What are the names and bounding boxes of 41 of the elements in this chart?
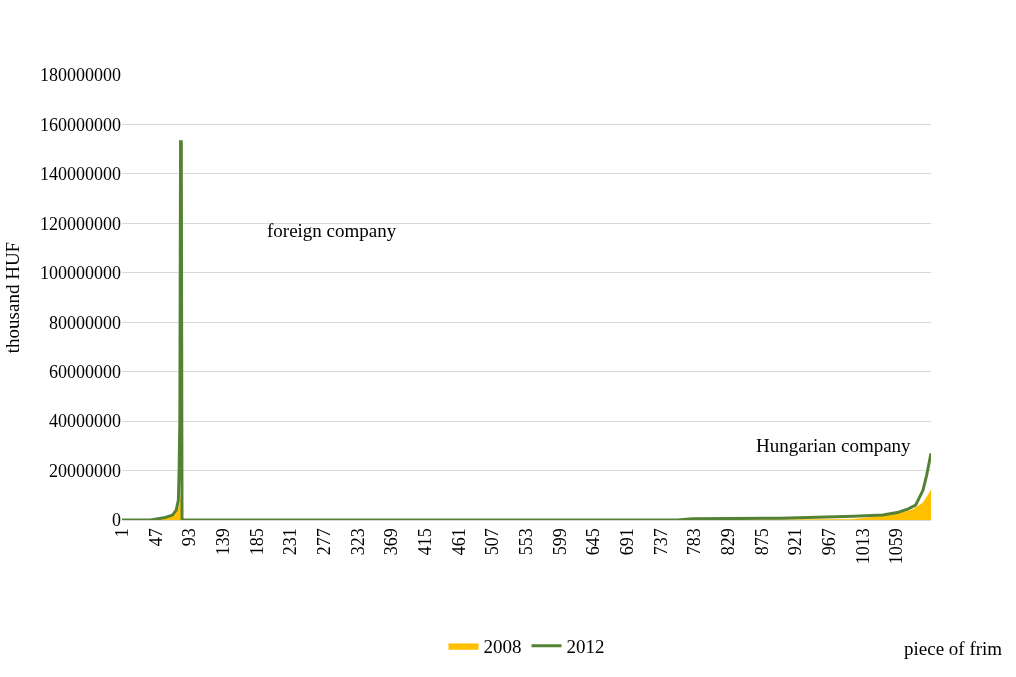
x-tick-label: 829 — [718, 528, 739, 556]
y-tick-label: 60000000 — [49, 361, 121, 382]
x-tick-label: 1 — [111, 528, 132, 538]
x-tick-label: 277 — [313, 528, 334, 556]
y-axis-title: thousand HUF — [1, 241, 23, 354]
x-tick-label: 921 — [785, 528, 806, 556]
x-tick-label: 231 — [280, 528, 301, 556]
legend-label: 2012 — [566, 636, 605, 658]
x-tick-label: 185 — [246, 528, 267, 556]
y-tick-label: 100000000 — [40, 263, 121, 284]
y-tick-label: 160000000 — [40, 114, 121, 135]
x-tick-label: 599 — [549, 528, 570, 556]
y-tick-label: 0 — [112, 510, 121, 531]
y-tick-label: 40000000 — [49, 411, 121, 432]
line-series — [122, 140, 931, 520]
x-tick-label: 783 — [684, 528, 705, 556]
annotation: Hungarian company — [756, 435, 912, 456]
x-tick-label: 1059 — [886, 528, 907, 565]
y-tick-label: 120000000 — [40, 213, 121, 234]
x-tick-label: 553 — [515, 528, 536, 556]
x-tick-label: 691 — [617, 528, 638, 556]
x-tick-label: 93 — [179, 528, 200, 547]
x-tick-label: 967 — [819, 528, 840, 556]
legend-label: 2008 — [483, 636, 522, 658]
annotation: foreign company — [267, 220, 397, 241]
x-tick-label: 461 — [448, 528, 469, 556]
x-tick-label: 369 — [381, 528, 402, 556]
x-tick-label: 415 — [414, 528, 435, 556]
y-tick-label: 20000000 — [49, 460, 121, 481]
x-tick-label: 323 — [347, 528, 368, 556]
x-axis-title: piece of frim — [904, 638, 1003, 659]
x-tick-label: 645 — [583, 528, 604, 556]
x-tick-label: 47 — [145, 528, 166, 547]
x-tick-label: 1013 — [852, 528, 873, 565]
x-tick-label: 507 — [482, 528, 503, 556]
x-tick-label: 139 — [212, 528, 233, 556]
y-tick-label: 180000000 — [40, 65, 121, 86]
y-tick-label: 140000000 — [40, 164, 121, 185]
x-tick-label: 875 — [751, 528, 772, 556]
y-tick-label: 80000000 — [49, 312, 121, 333]
x-tick-label: 737 — [650, 528, 671, 556]
